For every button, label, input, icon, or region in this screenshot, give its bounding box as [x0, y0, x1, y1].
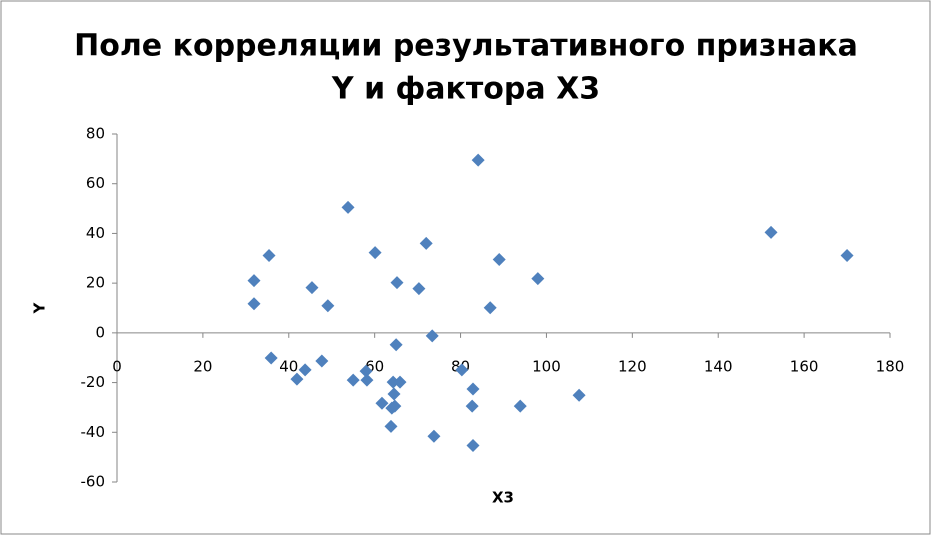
y-tick-label: -40 — [81, 423, 106, 441]
x-tick-label: 20 — [193, 357, 212, 375]
point — [305, 281, 319, 295]
point — [455, 363, 469, 377]
point — [264, 351, 278, 365]
point — [466, 438, 480, 452]
point — [368, 246, 382, 260]
point — [531, 272, 545, 286]
y-tick-label: -60 — [81, 473, 106, 491]
point — [386, 375, 400, 389]
y-tick-label: -20 — [81, 373, 106, 391]
y-tick-label: 80 — [86, 125, 105, 143]
x-tick-label: 180 — [876, 357, 905, 375]
chart-title: Поле корреляции результативного признака — [74, 29, 858, 64]
point — [341, 200, 355, 214]
y-tick-label: 40 — [86, 224, 105, 242]
point — [572, 388, 586, 402]
point — [321, 299, 335, 313]
point — [513, 399, 527, 413]
point — [412, 282, 426, 296]
point — [315, 354, 329, 368]
point — [388, 399, 402, 413]
point — [387, 387, 401, 401]
point — [419, 236, 433, 250]
point — [384, 419, 398, 433]
point — [840, 249, 854, 263]
point — [471, 153, 485, 167]
point — [483, 301, 497, 315]
y-axis-label: Y — [31, 301, 49, 314]
point — [360, 373, 374, 387]
point — [262, 249, 276, 263]
x-tick-label: 160 — [790, 357, 819, 375]
chart-title: Y и фактора X3 — [331, 72, 600, 107]
point — [290, 372, 304, 386]
point — [492, 253, 506, 267]
x-tick-label: 0 — [112, 357, 122, 375]
point — [346, 373, 360, 387]
y-tick-label: 20 — [86, 274, 105, 292]
point — [247, 274, 261, 288]
y-tick-label: 0 — [95, 323, 105, 341]
point — [298, 363, 312, 377]
point — [427, 429, 441, 443]
x-tick-label: 140 — [704, 357, 733, 375]
point — [359, 364, 373, 378]
x-tick-label: 120 — [618, 357, 647, 375]
point — [393, 375, 407, 389]
point — [425, 329, 439, 343]
x-tick-label: 100 — [532, 357, 561, 375]
point — [375, 396, 389, 410]
point — [465, 399, 479, 413]
point — [764, 225, 778, 239]
y-tick-label: 60 — [86, 174, 105, 192]
point — [247, 297, 261, 311]
point — [466, 382, 480, 396]
x-axis-label: X3 — [492, 489, 514, 507]
x-tick-label: 40 — [279, 357, 298, 375]
point — [390, 276, 404, 290]
point — [389, 338, 403, 352]
